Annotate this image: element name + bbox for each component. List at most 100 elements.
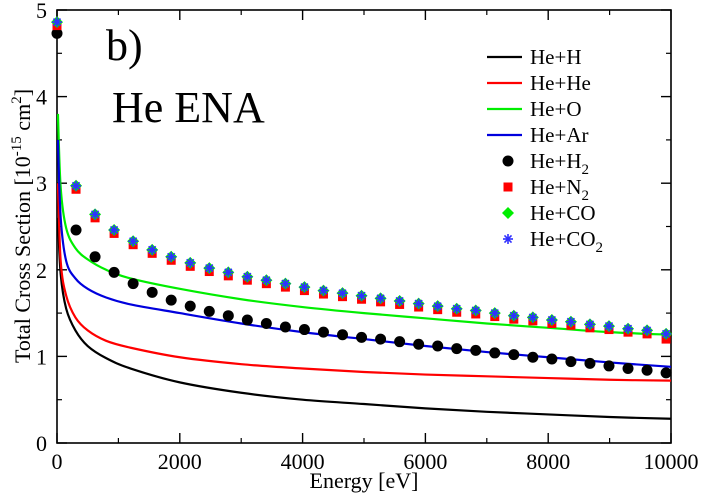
legend-label-he-n2: He+N2 <box>530 175 589 204</box>
legend-label-he-h: He+H <box>530 45 582 69</box>
point-he-h2 <box>108 266 120 278</box>
legend-label-he-co2: He+CO2 <box>530 227 603 256</box>
panel-tag: b) <box>106 21 143 70</box>
x-tick-label: 4000 <box>281 449 325 474</box>
point-he-h2 <box>184 300 196 312</box>
point-he-h2 <box>641 364 653 376</box>
point-he-h2 <box>146 286 158 298</box>
panel-title: He ENA <box>112 83 265 132</box>
point-he-co2 <box>546 315 557 326</box>
point-he-co2 <box>185 257 196 268</box>
x-tick-label: 8000 <box>526 449 570 474</box>
point-he-co2 <box>508 310 519 321</box>
x-tick-label: 6000 <box>403 449 447 474</box>
scatter-series <box>51 16 673 379</box>
point-he-co2 <box>280 278 291 289</box>
point-he-h2 <box>508 349 520 361</box>
point-he-h2 <box>127 278 139 290</box>
point-he-co2 <box>565 316 576 327</box>
legend-marker-he-n2 <box>503 182 513 192</box>
axis-ticks: 0 2000 4000 6000 8000 10000 0 1 2 3 4 5 <box>36 0 699 474</box>
point-he-co2 <box>527 312 538 323</box>
x-tick-label: 0 <box>52 449 63 474</box>
point-he-h2 <box>317 326 329 338</box>
x-axis-title: Energy [eV] <box>310 468 419 493</box>
point-he-h2 <box>584 357 596 369</box>
legend-marker-he-h2 <box>502 155 514 167</box>
point-he-h2 <box>279 321 291 333</box>
point-he-h2 <box>203 305 215 317</box>
point-he-h2 <box>222 310 234 322</box>
point-he-co2 <box>394 295 405 306</box>
legend-label-he-h2: He+H2 <box>530 149 589 178</box>
point-he-h2 <box>356 331 368 343</box>
series-line-he-h <box>57 217 671 420</box>
point-he-h2 <box>298 324 310 336</box>
point-he-co2 <box>489 308 500 319</box>
point-he-co2 <box>204 263 215 274</box>
point-he-co2 <box>71 180 82 191</box>
y-axis-title-exp1: -15 <box>9 136 25 156</box>
point-he-co2 <box>261 275 272 286</box>
point-he-co2 <box>166 251 177 262</box>
legend-label-he-o: He+O <box>530 97 582 121</box>
x-tick-label: 10000 <box>644 449 699 474</box>
point-he-h2 <box>241 314 253 326</box>
y-tick-label: 2 <box>36 258 47 283</box>
point-he-h2 <box>260 317 272 329</box>
series-line-he-o <box>57 113 671 336</box>
point-he-co2 <box>109 224 120 235</box>
point-he-co2 <box>470 305 481 316</box>
point-he-co2 <box>299 282 310 293</box>
point-he-h2 <box>165 294 177 306</box>
line-series <box>57 113 671 420</box>
point-he-h2 <box>432 340 444 352</box>
y-axis-title-prefix: Total Cross Section [10 <box>10 156 35 363</box>
y-axis-title-exp2: 2 <box>9 96 25 104</box>
point-he-h2 <box>565 356 577 368</box>
point-he-co2 <box>147 244 158 255</box>
point-he-co2 <box>375 293 386 304</box>
point-he-co2 <box>642 325 653 336</box>
legend-marker-he-co <box>502 207 514 219</box>
point-he-h2 <box>337 329 349 341</box>
y-tick-label: 3 <box>36 171 47 196</box>
point-he-co2 <box>584 319 595 330</box>
point-he-co2 <box>356 290 367 301</box>
point-he-h2 <box>413 338 425 350</box>
point-he-co2 <box>623 323 634 334</box>
point-he-co2 <box>128 236 139 247</box>
y-tick-label: 0 <box>36 431 47 456</box>
point-he-co2 <box>223 267 234 278</box>
point-he-h2 <box>51 27 63 39</box>
point-he-h2 <box>394 336 406 348</box>
point-he-co2 <box>52 17 62 28</box>
y-axis-title: Total Cross Section [10-15 cm2] <box>9 89 35 363</box>
point-he-co2 <box>603 321 614 332</box>
point-he-h2 <box>660 367 672 379</box>
legend-marker-he-co2 <box>503 234 513 244</box>
y-tick-label: 5 <box>36 0 47 23</box>
point-he-co2 <box>90 209 101 220</box>
point-he-h2 <box>527 351 539 363</box>
y-tick-label: 4 <box>36 85 47 110</box>
point-he-h2 <box>622 363 634 375</box>
point-he-co2 <box>413 298 424 309</box>
point-he-h2 <box>489 347 501 359</box>
point-he-co2 <box>661 328 672 339</box>
series-line-he-he <box>57 183 671 382</box>
point-he-h2 <box>546 353 558 365</box>
point-he-co2 <box>432 301 443 312</box>
point-he-h2 <box>375 333 387 345</box>
x-tick-label: 2000 <box>158 449 202 474</box>
point-he-h2 <box>451 343 463 355</box>
point-he-h2 <box>89 251 101 263</box>
y-tick-label: 1 <box>36 344 47 369</box>
point-he-co2 <box>318 285 329 296</box>
point-he-h2 <box>70 224 82 236</box>
legend-label-he-ar: He+Ar <box>530 123 589 147</box>
legend-label-he-he: He+He <box>530 71 591 95</box>
point-he-h2 <box>470 344 482 356</box>
